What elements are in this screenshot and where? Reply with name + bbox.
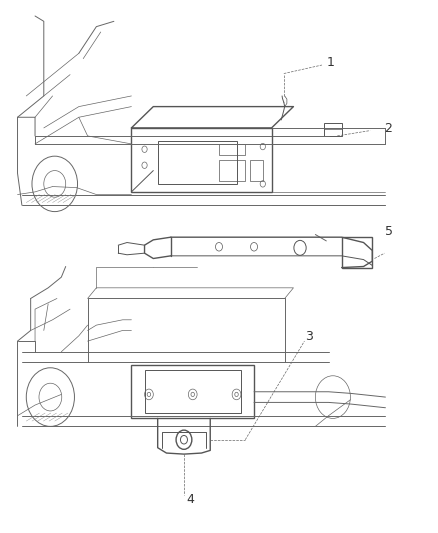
Text: 5: 5 <box>385 225 393 238</box>
Bar <box>219 160 245 181</box>
Bar <box>158 141 237 184</box>
Bar <box>342 237 372 268</box>
Text: 4: 4 <box>187 494 194 506</box>
Bar <box>250 160 263 181</box>
Bar <box>145 370 241 413</box>
Bar <box>219 144 245 155</box>
Bar <box>131 128 272 192</box>
Text: 2: 2 <box>384 123 392 135</box>
Bar <box>131 365 254 418</box>
Text: 1: 1 <box>327 56 335 69</box>
Bar <box>324 123 342 136</box>
Text: 3: 3 <box>305 330 313 343</box>
